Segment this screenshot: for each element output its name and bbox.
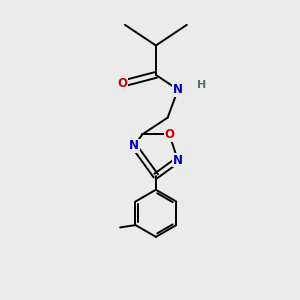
Text: O: O <box>164 128 174 141</box>
Text: O: O <box>117 77 127 90</box>
Text: N: N <box>173 83 183 96</box>
Text: N: N <box>173 154 183 166</box>
Text: N: N <box>129 139 139 152</box>
Text: H: H <box>197 80 206 90</box>
